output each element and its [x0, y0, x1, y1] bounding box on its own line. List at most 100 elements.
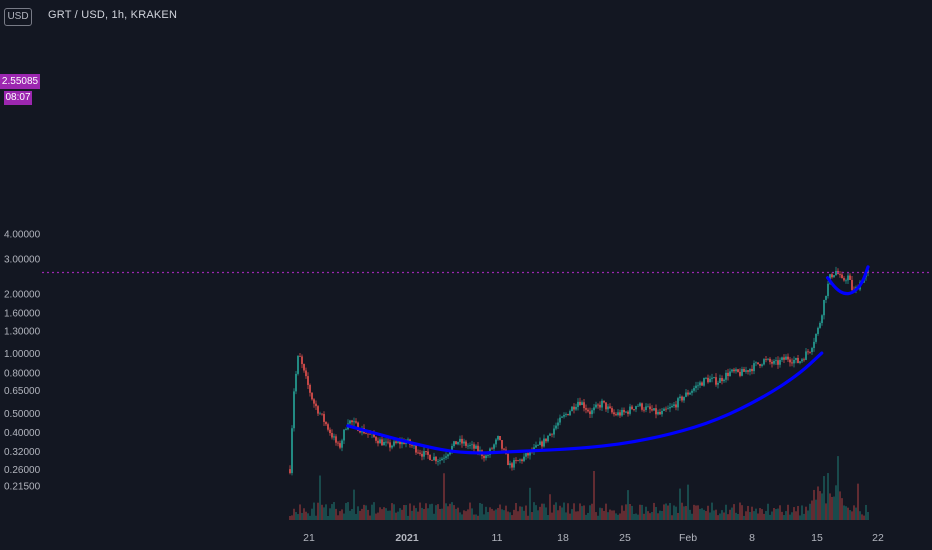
volume-bar — [661, 511, 663, 520]
candle-body — [669, 407, 671, 409]
drawn-curve[interactable] — [825, 265, 870, 296]
candle-body — [843, 278, 845, 281]
candle-body — [719, 378, 721, 383]
candle-body — [595, 404, 597, 408]
volume-bar — [329, 508, 331, 520]
volume-bar — [539, 506, 541, 520]
candle-body — [741, 369, 743, 376]
volume-bar — [527, 515, 529, 520]
volume-bar — [669, 503, 671, 520]
candle-body — [453, 441, 455, 447]
volume-bar — [823, 476, 825, 520]
candle-body — [477, 445, 479, 452]
candle-body — [639, 403, 641, 406]
candle-body — [443, 457, 445, 459]
volume-bar — [433, 513, 435, 520]
x-tick-label: 11 — [492, 532, 503, 544]
volume-bar — [751, 506, 753, 520]
volume-bar — [699, 508, 701, 520]
candle-body — [485, 455, 487, 459]
candle-body — [771, 361, 773, 364]
volume-bar — [639, 504, 641, 520]
candle-body — [381, 439, 383, 446]
volume-bar — [421, 507, 423, 520]
volume-bar — [327, 515, 329, 520]
volume-bar — [377, 512, 379, 520]
volume-bar — [647, 511, 649, 520]
volume-bar — [727, 514, 729, 520]
candle-body — [577, 401, 579, 407]
volume-bar — [709, 512, 711, 520]
volume-bar — [497, 507, 499, 520]
volume-bar — [295, 512, 297, 520]
candle-body — [707, 377, 709, 383]
volume-bar — [565, 512, 567, 520]
volume-bar — [757, 513, 759, 520]
candle-body — [705, 377, 707, 379]
volume-bar — [443, 473, 445, 520]
candle-body — [809, 351, 811, 353]
price-axis[interactable]: 4.00000 3.00000 2.00000 1.60000 1.30000 1.000… — [4, 230, 41, 493]
candle-body — [449, 451, 451, 455]
volume-bar — [715, 509, 717, 520]
candle-body — [447, 454, 449, 457]
candle-body — [311, 392, 313, 400]
candle-body — [603, 400, 605, 403]
volume-bar — [597, 515, 599, 520]
volume-bar — [307, 513, 309, 520]
volume-bar — [785, 511, 787, 520]
volume-bar — [383, 507, 385, 520]
candle-body — [715, 377, 717, 385]
volume-bar — [541, 503, 543, 520]
volume-bar — [675, 506, 677, 520]
drawn-curve[interactable] — [346, 351, 824, 455]
candle-body — [461, 438, 463, 444]
candle-body — [515, 460, 517, 461]
volume-bar — [743, 515, 745, 520]
candle-body — [355, 421, 357, 423]
volume-bar — [481, 503, 483, 520]
candle-body — [605, 402, 607, 410]
candle-body — [519, 459, 521, 461]
candle-body — [671, 405, 673, 408]
volume-bar — [767, 503, 769, 520]
volume-bar — [605, 503, 607, 520]
candle-body — [567, 414, 569, 416]
drawings[interactable] — [346, 265, 870, 455]
volume-bar — [531, 512, 533, 520]
volume-bar — [815, 499, 817, 520]
volume-bar — [545, 507, 547, 520]
candle-body — [653, 408, 655, 411]
volume-bar — [761, 509, 763, 520]
volume-bar — [511, 515, 513, 520]
candle-body — [703, 378, 705, 386]
volume-bar — [739, 502, 741, 520]
candle-body — [667, 408, 669, 410]
scale-toggle-button[interactable]: USD — [4, 8, 32, 26]
candle-body — [823, 299, 825, 316]
candle-body — [329, 429, 331, 434]
volume-bar — [555, 502, 557, 520]
volume-bars — [289, 456, 869, 520]
volume-bar — [581, 506, 583, 520]
candle-body — [545, 438, 547, 442]
candle-body — [387, 441, 389, 443]
volume-bar — [867, 512, 869, 520]
candles — [289, 266, 869, 476]
candle-body — [457, 441, 459, 445]
candle-body — [697, 385, 699, 387]
candle-body — [509, 463, 511, 466]
volume-bar — [665, 503, 667, 520]
symbol-title[interactable]: GRT / USD, 1h, KRAKEN — [48, 9, 178, 21]
candle-body — [755, 362, 757, 364]
volume-bar — [315, 515, 317, 520]
candle-body — [557, 422, 559, 426]
candle-body — [475, 445, 477, 449]
candle-body — [391, 445, 393, 448]
time-axis[interactable]: 21 2021 11 18 25 Feb 8 15 22 — [303, 532, 884, 544]
candle-body — [437, 460, 439, 462]
y-tick-label: 0.80000 — [4, 368, 41, 379]
candle-body — [295, 373, 297, 392]
volume-bar — [467, 509, 469, 520]
